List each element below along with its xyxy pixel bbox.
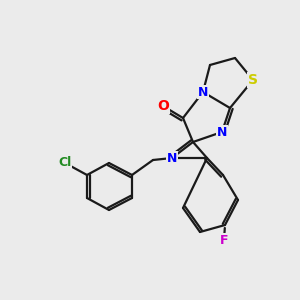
Text: O: O: [157, 99, 169, 113]
Text: S: S: [248, 73, 258, 87]
Text: F: F: [220, 233, 228, 247]
Text: N: N: [217, 125, 227, 139]
Text: N: N: [167, 152, 177, 164]
Text: Cl: Cl: [58, 157, 72, 169]
Text: N: N: [198, 85, 208, 98]
